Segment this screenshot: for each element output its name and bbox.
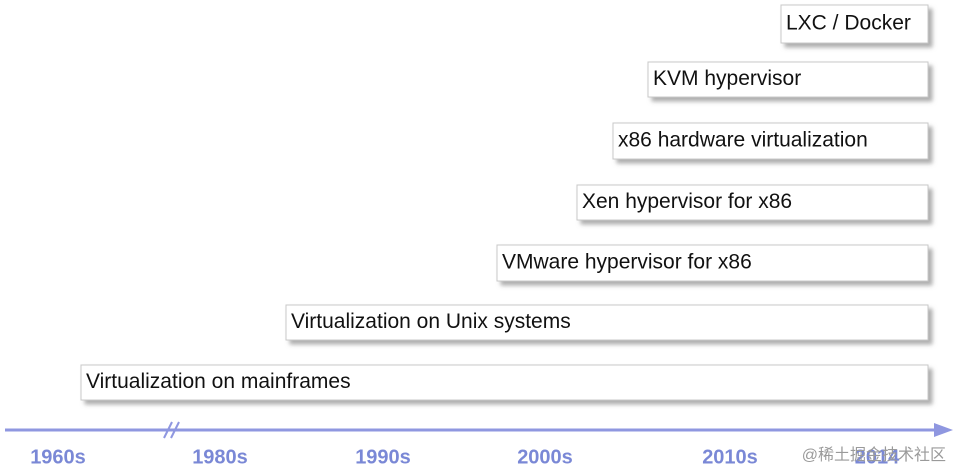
bar-box xyxy=(647,61,929,98)
bar-label: LXC / Docker xyxy=(786,12,911,35)
bar-box xyxy=(576,184,929,221)
axis-break xyxy=(163,421,180,439)
bars: LXC / Docker KVM hypervisor x86 hardware v… xyxy=(80,4,929,401)
axis-label: 2010s xyxy=(702,446,758,468)
axis-label: 1980s xyxy=(192,446,248,468)
axis-label: 1990s xyxy=(355,446,411,468)
axis-labels: 1960s 1980s 1990s 2000s 2010s 2014 xyxy=(30,446,900,468)
axis-arrow xyxy=(934,423,953,437)
bar-box xyxy=(612,122,929,160)
bar-label: VMware hypervisor for x86 xyxy=(502,251,752,274)
timeline-bar: VMware hypervisor for x86 xyxy=(496,244,929,282)
timeline-bar: Xen hypervisor for x86 xyxy=(576,184,929,221)
bar-box xyxy=(285,304,929,341)
axis-label: 1960s xyxy=(30,446,86,468)
bar-label: Virtualization on mainframes xyxy=(86,370,351,393)
timeline-bar: x86 hardware virtualization xyxy=(612,122,929,160)
bar-label: KVM hypervisor xyxy=(653,67,801,90)
bar-label: Virtualization on Unix systems xyxy=(291,310,571,333)
axis-label: 2014 xyxy=(855,446,900,468)
watermark: @稀土掘金技术社区 xyxy=(802,446,946,464)
axis-label: 2000s xyxy=(517,446,573,468)
timeline-bar: Virtualization on Unix systems xyxy=(285,304,929,341)
timeline-bar: KVM hypervisor xyxy=(647,61,929,98)
bar-label: Xen hypervisor for x86 xyxy=(582,190,792,213)
bar-box xyxy=(80,364,929,401)
bar-box xyxy=(496,244,929,282)
bar-label: x86 hardware virtualization xyxy=(618,129,868,152)
timeline-bar: Virtualization on mainframes xyxy=(80,364,929,401)
bar-box xyxy=(780,4,929,44)
timeline-bar: LXC / Docker xyxy=(780,4,929,44)
